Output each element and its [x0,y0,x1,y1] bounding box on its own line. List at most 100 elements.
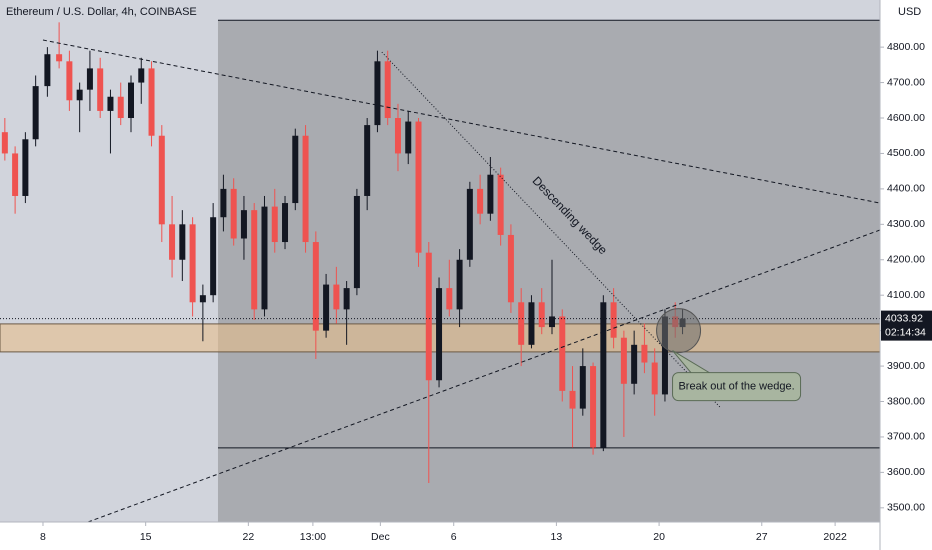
candle-body [436,288,443,381]
candle-body [610,302,617,338]
chart-title: Ethereum / U.S. Dollar, 4h, COINBASE [6,6,197,18]
candle-body [189,224,196,303]
candle-body [487,174,494,214]
price-box [881,310,932,341]
x-tick-label: 27 [756,531,768,543]
candle-body [507,234,514,303]
currency-label: USD [898,6,921,18]
candle-body [138,68,145,83]
x-tick-label: 22 [243,531,255,543]
candle-body [1,132,8,154]
candle-body [569,390,576,409]
candle-body [240,210,247,239]
candle-body [32,86,39,140]
y-tick-label: 4200.00 [887,254,925,266]
candle-body [466,188,473,260]
countdown-label: 02:14:34 [885,326,926,338]
candle-body [86,68,93,90]
y-tick-label: 3700.00 [887,431,925,443]
candle-body [559,316,566,391]
candle-body [528,302,535,345]
candle-body [620,337,627,384]
x-tick-label: 2022 [823,531,847,543]
x-tick-label: Dec [371,531,390,543]
trendline [381,51,722,409]
candle-body [210,217,217,296]
y-tick-label: 3800.00 [887,395,925,407]
y-tick-label: 3600.00 [887,466,925,478]
candle-body [579,366,586,409]
x-tick-label: 13:00 [300,531,326,543]
highlight-circle [656,308,702,354]
candle-body [127,82,134,119]
candle-body [179,224,186,260]
candle-body [97,68,104,111]
candle-body [169,224,176,260]
candle-body [282,203,289,243]
candle-body [117,96,124,119]
price-axis [880,0,932,550]
time-axis [0,522,880,550]
x-tick-label: 15 [140,531,152,543]
candle-body [312,242,319,331]
candle-body [158,135,165,225]
x-tick-label: 13 [551,531,563,543]
y-tick-label: 4100.00 [887,289,925,301]
candle-body [333,284,340,310]
candle-body [374,61,381,126]
y-tick-label: 4400.00 [887,183,925,195]
candle-body [343,288,350,310]
candle-body [384,61,391,119]
x-tick-label: 6 [451,531,457,543]
candle-body [497,174,504,235]
y-tick-label: 4600.00 [887,112,925,124]
candle-body [22,139,29,196]
candle-body [107,96,114,111]
candle-body [251,210,258,310]
candle-body [44,54,51,87]
candle-body [353,195,360,289]
callout-text: Break out of the wedge. [678,381,794,393]
candle-body [661,316,668,395]
callout-box [672,372,802,402]
candle-body [477,188,484,214]
candle-body [271,206,278,243]
candle-body [302,135,309,243]
candle-body [405,121,412,154]
candle-body [425,252,432,381]
y-tick-label: 4700.00 [887,76,925,88]
candle-body [548,316,555,328]
candle-body [292,135,299,204]
candle-body [590,366,597,448]
candle-body [518,302,525,345]
candle-body [415,121,422,253]
candle-body [148,68,155,136]
x-tick-label: 20 [653,531,665,543]
candle-body [641,344,648,363]
y-tick-label: 3900.00 [887,360,925,372]
candle-body [538,302,545,328]
y-tick-label: 4300.00 [887,218,925,230]
trendline [87,229,881,523]
candle-body [199,295,206,303]
candle-body [600,302,607,448]
trendline [42,39,881,204]
candle-body [446,288,453,310]
candle-body [56,54,63,62]
candle-body [230,188,237,239]
last-price-label: 4033.92 [885,312,923,324]
candle-body [364,125,371,196]
candle-body [261,206,268,310]
x-tick-label: 8 [40,531,46,543]
y-tick-label: 4500.00 [887,147,925,159]
candle-body [394,118,401,154]
candle-body [651,362,658,395]
range-box [217,20,880,523]
candle-body [66,61,73,101]
candle-body [631,344,638,384]
candle-body [323,284,330,331]
candle-body [76,89,83,101]
candle-body [220,188,227,218]
